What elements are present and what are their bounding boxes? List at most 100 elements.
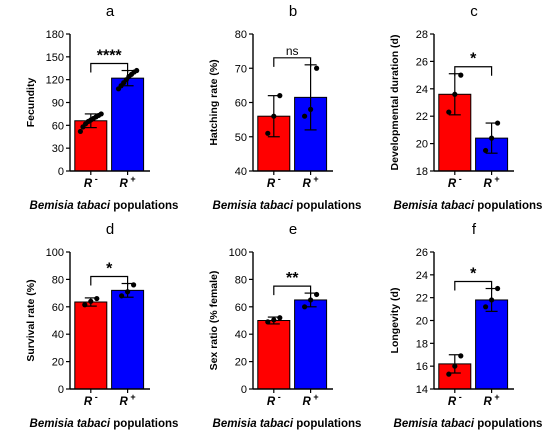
data-point [308,297,314,303]
y-axis-label: Sex ratio (% female) [208,271,220,371]
bar [111,289,145,390]
x-tick-label: R - [448,392,462,408]
data-point [489,297,495,303]
y-tick-label: 40 [235,329,247,341]
data-point [452,91,458,97]
y-tick-label: 90 [52,98,64,110]
data-point [446,371,452,377]
data-point [495,120,501,126]
panel-label: b [289,3,297,20]
bar [257,320,291,390]
bar [294,299,328,390]
y-tick-label: 100 [229,247,247,259]
data-point [265,319,271,325]
y-tick-label: 60 [235,98,247,110]
x-tick-label: R + [303,392,319,408]
data-point [271,317,277,323]
data-point [458,72,464,78]
data-point [77,128,83,135]
x-axis-label: Bemisia tabaci populations [213,200,362,212]
significance-bracket [90,275,129,286]
bar [111,77,145,172]
data-point [495,285,501,292]
panel-label: f [472,221,477,238]
data-point [94,295,100,302]
y-tick-label: 0 [58,166,64,178]
data-point [119,293,125,299]
chart-panel-b: b 40 50 60 70 80 Hatching rate (%) R - R + ns Bemi… [208,3,361,212]
y-tick-label: 20 [52,357,64,369]
data-point [302,113,308,119]
y-axis-label: Developmental duration (d) [389,35,401,171]
panel-label: d [106,221,114,238]
x-axis-label: Bemisia tabaci populations [394,418,543,430]
y-tick-label: 40 [235,166,247,178]
y-tick-label: 22 [416,293,428,305]
data-point [302,304,308,310]
data-point [483,304,489,310]
chart-panel-f: f 14 16 18 20 22 24 26 Longevity (d) R - R + * Bemis… [389,221,542,430]
x-axis-label: Bemisia tabaci populations [30,418,179,430]
x-tick-label: R - [267,392,281,408]
chart-panel-d: d 0 20 40 60 80 100 Survival rate (%) R - R + * Bem… [25,221,178,430]
x-axis-label: Bemisia tabaci populations [30,200,179,212]
bar [475,299,509,390]
data-point [125,289,131,295]
x-axis-label: Bemisia tabaci populations [394,200,543,212]
chart-panel-a: a 0 30 60 90 120 150 180 Fecundity R - R + **** Bemi… [25,3,178,212]
x-tick-label: R + [484,392,500,408]
significance-bracket [90,62,129,73]
y-tick-label: 180 [46,29,64,41]
y-tick-label: 26 [416,247,428,259]
bar [74,301,108,390]
data-point [308,106,314,112]
y-tick-label: 16 [416,361,428,373]
data-point [277,93,283,99]
data-point [98,111,104,117]
y-tick-label: 0 [241,384,247,396]
y-tick-label: 60 [235,302,247,314]
y-axis-label: Hatching rate (%) [208,59,220,145]
significance-bracket [454,280,493,291]
data-point [458,353,464,359]
data-point [452,363,458,369]
y-tick-label: 20 [416,139,428,151]
data-point [265,130,271,136]
x-tick-label: R + [120,392,136,408]
data-point [489,135,495,141]
data-point [314,291,320,298]
data-point [131,282,137,288]
chart-panel-e: e 0 20 40 60 80 100 Sex ratio (% female) R - R + *… [208,221,361,430]
significance-bracket [273,285,312,296]
y-axis-label: Survival rate (%) [25,279,37,361]
data-point [483,147,489,154]
y-tick-label: 24 [416,270,428,282]
significance-bracket [273,57,312,67]
y-tick-label: 80 [235,274,247,286]
y-tick-label: 14 [416,384,428,396]
y-tick-label: 50 [235,132,247,144]
significance-bracket [454,66,493,76]
data-point [134,67,140,74]
x-tick-label: R + [484,174,500,190]
y-tick-label: 20 [235,357,247,369]
y-tick-label: 24 [416,84,428,96]
x-axis-label: Bemisia tabaci populations [213,418,362,430]
significance-label: **** [97,48,123,65]
data-point [446,109,452,115]
significance-label: ns [286,44,299,58]
x-tick-label: R + [303,174,319,190]
y-tick-label: 30 [52,143,64,155]
y-tick-label: 26 [416,56,428,68]
significance-label: * [470,51,477,68]
significance-label: ** [286,270,299,287]
panel-label: c [470,3,478,20]
y-tick-label: 18 [416,338,428,350]
x-tick-label: R - [267,174,281,190]
significance-label: * [470,266,477,283]
panel-label: a [106,3,115,20]
data-point [277,315,283,321]
y-tick-label: 120 [46,75,64,87]
bar [74,120,108,172]
